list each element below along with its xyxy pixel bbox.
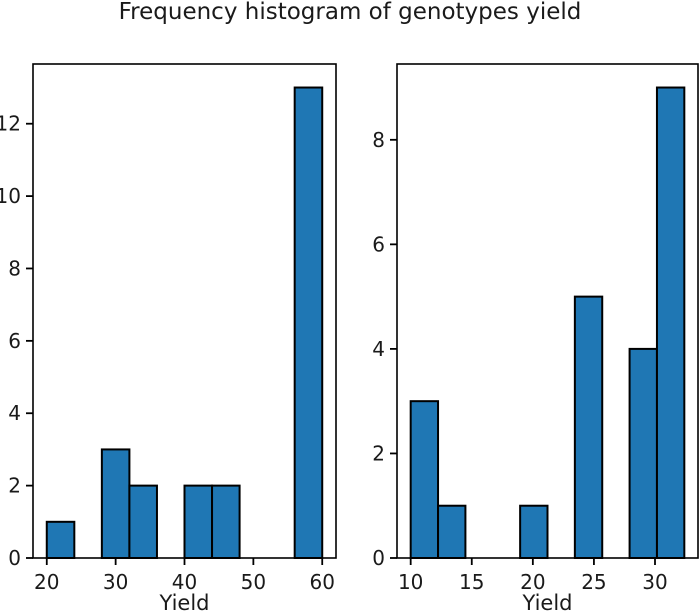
histogram-bar — [655, 86, 686, 560]
y-tick-label: 8 — [8, 256, 21, 280]
y-tick-label: 4 — [372, 337, 385, 361]
x-tick-label: 20 — [520, 570, 545, 594]
right-histogram: 10 15 20 25 30 0 2 4 6 8 Yield — [372, 63, 699, 613]
axes-spines — [32, 63, 337, 559]
histogram-bar — [519, 504, 549, 559]
x-tick-label: 50 — [241, 570, 266, 594]
y-tick-label: 2 — [372, 441, 385, 465]
histogram-bar — [628, 347, 658, 559]
x-tick-label: 40 — [172, 570, 197, 594]
y-tick-label: 12 — [0, 112, 21, 136]
histogram-bar — [128, 484, 158, 559]
histogram-bar — [100, 448, 131, 559]
chart-title: Frequency histogram of genotypes yield — [118, 0, 582, 25]
left-histogram: 20 30 40 50 60 0 2 4 6 8 10 12 Yield — [0, 63, 337, 613]
histogram-bar — [573, 295, 604, 560]
y-tick-label: 0 — [8, 546, 21, 570]
histogram-bar — [293, 86, 324, 560]
x-tick-label: 20 — [34, 570, 59, 594]
y-tick-label: 0 — [372, 546, 385, 570]
histogram-bar — [409, 400, 440, 559]
x-tick-label: 15 — [459, 570, 484, 594]
axes-spines — [396, 63, 699, 559]
histogram-bar — [211, 484, 241, 559]
y-tick-label: 10 — [0, 184, 21, 208]
x-axis-label: Yield — [159, 591, 210, 613]
x-axis-label: Yield — [522, 591, 573, 613]
x-tick-label: 30 — [642, 570, 667, 594]
x-tick-label: 25 — [581, 570, 606, 594]
histogram-bar — [45, 520, 76, 559]
y-tick-label: 2 — [8, 474, 21, 498]
histogram-bar — [183, 484, 214, 559]
x-tick-label: 30 — [103, 570, 128, 594]
x-tick-label: 10 — [398, 570, 423, 594]
y-tick-label: 8 — [372, 128, 385, 152]
histogram-bar — [437, 504, 467, 559]
y-tick-label: 6 — [8, 329, 21, 353]
y-tick-label: 4 — [8, 401, 21, 425]
y-tick-label: 6 — [372, 232, 385, 256]
x-tick-label: 60 — [310, 570, 335, 594]
